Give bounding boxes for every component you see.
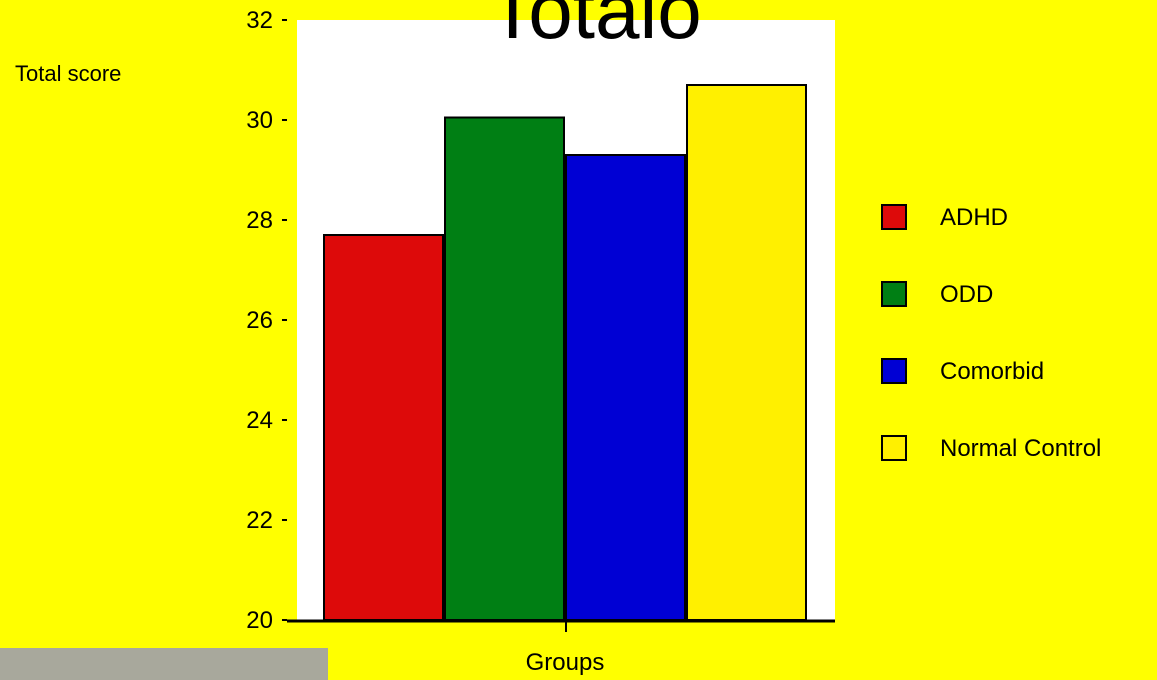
y-tick-label: 30 bbox=[246, 107, 273, 134]
legend-swatch bbox=[881, 204, 907, 230]
y-axis-label: Total score bbox=[15, 61, 121, 86]
legend-label: Normal Control bbox=[940, 435, 1101, 462]
bar bbox=[444, 116, 565, 621]
y-tick-label: 28 bbox=[246, 207, 273, 234]
y-tick-label: 32 bbox=[246, 7, 273, 34]
legend-swatch bbox=[881, 358, 907, 384]
bar bbox=[686, 84, 807, 621]
bar bbox=[565, 154, 686, 621]
y-tick-label: 24 bbox=[246, 407, 273, 434]
legend-label: Comorbid bbox=[940, 358, 1044, 385]
bar bbox=[323, 234, 444, 621]
y-tick-label: 20 bbox=[246, 607, 273, 634]
decor-image bbox=[0, 648, 328, 680]
legend-swatch bbox=[881, 281, 907, 307]
x-axis-label: Groups bbox=[526, 649, 605, 676]
legend-label: ODD bbox=[940, 281, 993, 308]
chart-title: Totalo bbox=[488, 0, 701, 55]
legend-swatch bbox=[881, 435, 907, 461]
legend-label: ADHD bbox=[940, 204, 1008, 231]
y-tick-label: 26 bbox=[246, 307, 273, 334]
y-tick-label: 22 bbox=[246, 507, 273, 534]
